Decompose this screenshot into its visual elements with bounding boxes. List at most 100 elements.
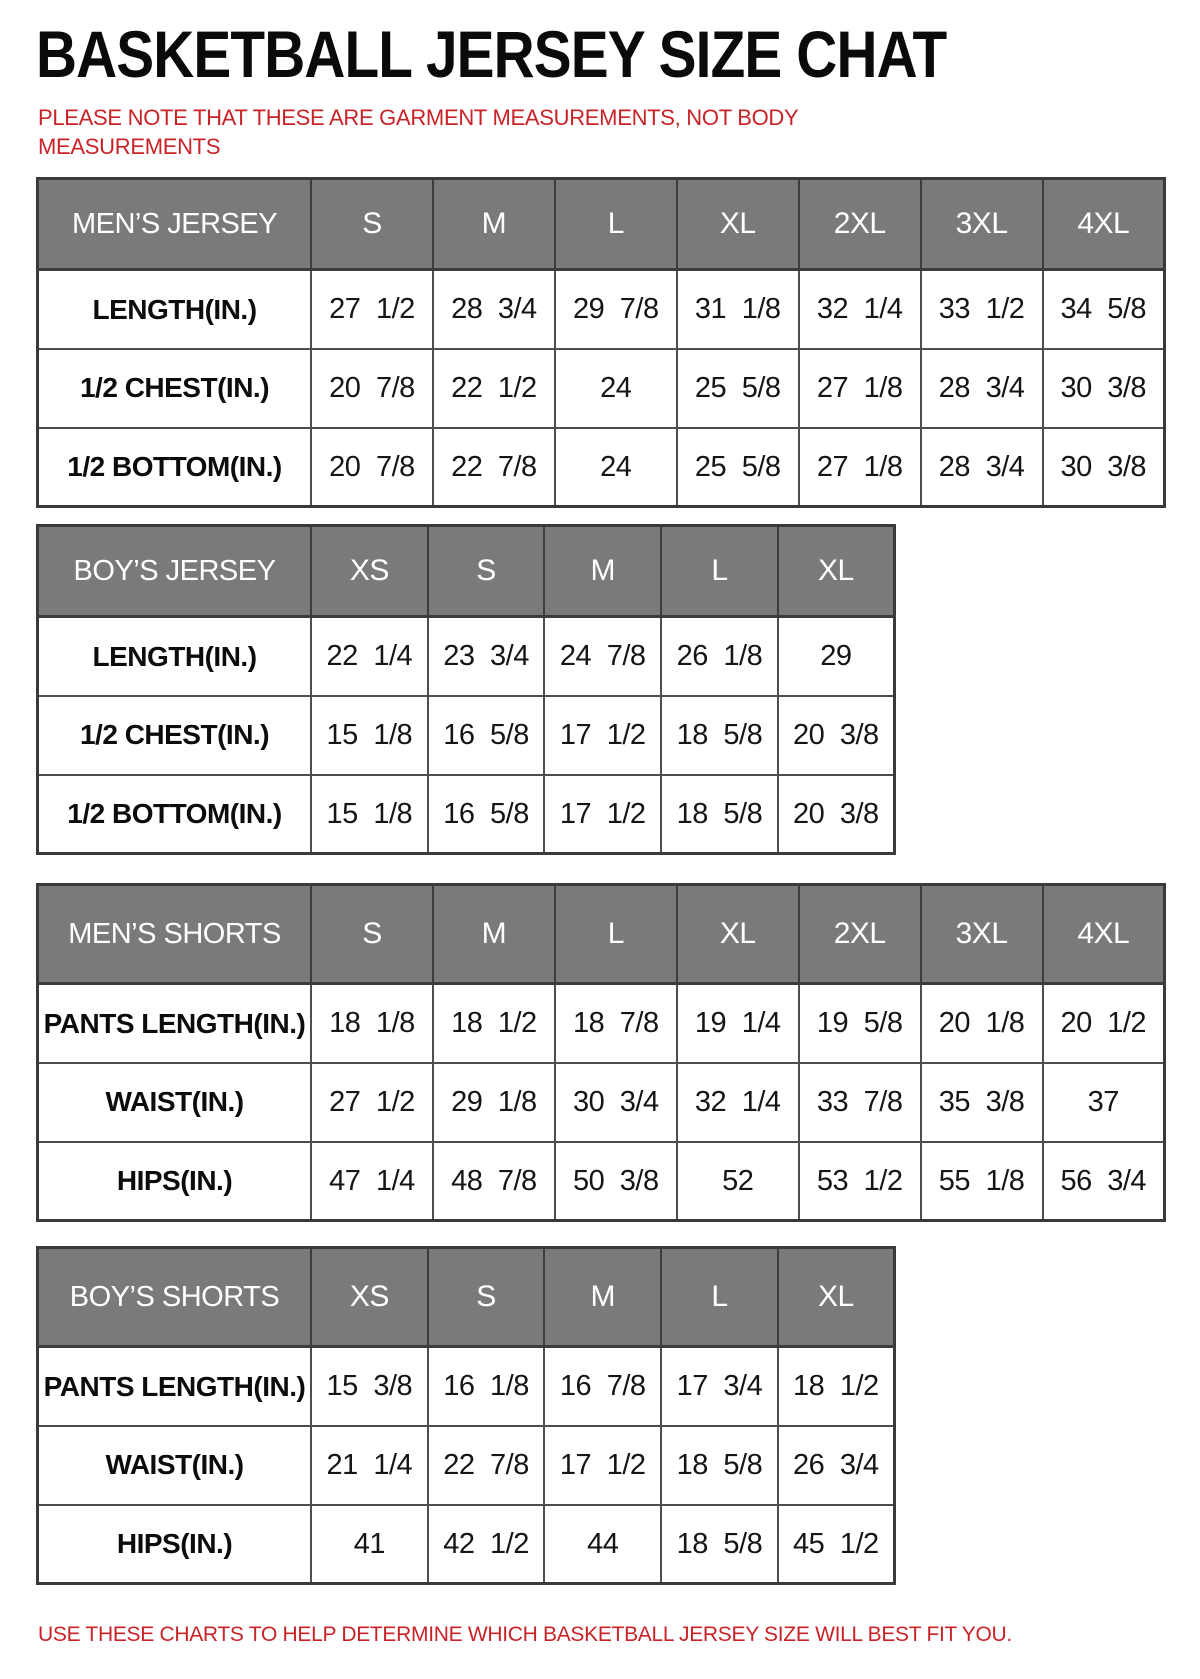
table-title-cell: MEN’S SHORTS: [36, 883, 312, 986]
value-cell: 15 1/8: [310, 773, 429, 855]
value-cell: 27 1/8: [797, 347, 922, 429]
size-header-cell: XL: [675, 883, 800, 986]
header-row: MEN’S SHORTS S M L XL 2XL 3XL 4XL: [36, 883, 1166, 986]
header-row: BOY’S SHORTS XS S M L XL: [36, 1246, 896, 1349]
value-cell: 28 3/4: [919, 426, 1044, 508]
value-cell: 16 1/8: [426, 1345, 546, 1427]
row-label-cell: LENGTH(IN.): [36, 615, 312, 697]
size-header-cell: L: [660, 1246, 779, 1349]
value-cell: 26 3/4: [776, 1424, 896, 1506]
value-cell: 24: [553, 426, 678, 508]
value-cell: 30 3/8: [1041, 426, 1166, 508]
value-cell: 42 1/2: [426, 1503, 546, 1585]
size-header-cell: L: [660, 524, 779, 619]
value-cell: 20 1/8: [919, 982, 1044, 1064]
value-cell: 32 1/4: [797, 268, 922, 350]
value-cell: 27 1/2: [310, 1061, 434, 1143]
table-row: HIPS(IN.) 41 42 1/2 44 18 5/8 45 1/2: [36, 1503, 896, 1585]
size-header-cell: S: [426, 524, 546, 619]
footer-note: USE THESE CHARTS TO HELP DETERMINE WHICH…: [38, 1623, 1012, 1647]
value-cell: 18 1/2: [431, 982, 556, 1064]
value-cell: 18 7/8: [553, 982, 678, 1064]
size-header-cell: XS: [310, 524, 429, 619]
value-cell: 20 1/2: [1041, 982, 1166, 1064]
boys-shorts-table: BOY’S SHORTS XS S M L XL PANTS LENGTH(IN.) 15 3…: [36, 1246, 896, 1586]
value-cell: 19 1/4: [675, 982, 800, 1064]
value-cell: 16 7/8: [543, 1345, 663, 1427]
value-cell: 18 1/8: [310, 982, 434, 1064]
value-cell: 23 3/4: [426, 615, 546, 697]
size-header-cell: L: [553, 177, 678, 272]
value-cell: 25 5/8: [675, 347, 800, 429]
value-cell: 22 1/2: [431, 347, 556, 429]
value-cell: 17 1/2: [543, 694, 663, 776]
value-cell: 20 7/8: [310, 347, 434, 429]
table-title-cell: MEN’S JERSEY: [36, 177, 312, 272]
size-header-cell: XL: [675, 177, 800, 272]
value-cell: 18 5/8: [660, 1503, 779, 1585]
size-header-cell: 2XL: [797, 177, 922, 272]
value-cell: 53 1/2: [797, 1140, 922, 1222]
value-cell: 20 7/8: [310, 426, 434, 508]
mens-shorts-table: MEN’S SHORTS S M L XL 2XL 3XL 4XL PANTS LENGTH(I…: [36, 883, 1166, 1223]
value-cell: 41: [310, 1503, 429, 1585]
value-cell: 16 5/8: [426, 773, 546, 855]
value-cell: 44: [543, 1503, 663, 1585]
value-cell: 30 3/4: [553, 1061, 678, 1143]
value-cell: 20 3/8: [776, 694, 896, 776]
value-cell: 18 5/8: [660, 1424, 779, 1506]
table-row: WAIST(IN.) 27 1/2 29 1/8 30 3/4 32 1/4 33 7/8…: [36, 1061, 1166, 1143]
size-header-cell: S: [426, 1246, 546, 1349]
row-label-cell: 1/2 BOTTOM(IN.): [36, 426, 312, 508]
value-cell: 25 5/8: [675, 426, 800, 508]
table-row: 1/2 BOTTOM(IN.) 15 1/8 16 5/8 17 1/2 18 5/8 2…: [36, 773, 896, 855]
size-header-cell: 4XL: [1041, 177, 1166, 272]
size-header-cell: 3XL: [919, 177, 1044, 272]
value-cell: 18 5/8: [660, 773, 779, 855]
row-label-cell: WAIST(IN.): [36, 1061, 312, 1143]
row-label-cell: HIPS(IN.): [36, 1140, 312, 1222]
table-row: HIPS(IN.) 47 1/4 48 7/8 50 3/8 52 53 1/2 55 1/…: [36, 1140, 1166, 1222]
header-row: BOY’S JERSEY XS S M L XL: [36, 524, 896, 619]
row-label-cell: 1/2 CHEST(IN.): [36, 347, 312, 429]
value-cell: 18 1/2: [776, 1345, 896, 1427]
table-row: 1/2 CHEST(IN.) 15 1/8 16 5/8 17 1/2 18 5/8 20…: [36, 694, 896, 776]
table-title-cell: BOY’S JERSEY: [36, 524, 312, 619]
size-header-cell: 2XL: [797, 883, 922, 986]
value-cell: 55 1/8: [919, 1140, 1044, 1222]
value-cell: 33 7/8: [797, 1061, 922, 1143]
row-label-cell: PANTS LENGTH(IN.): [36, 1345, 312, 1427]
size-header-cell: 4XL: [1041, 883, 1166, 986]
value-cell: 52: [675, 1140, 800, 1222]
value-cell: 21 1/4: [310, 1424, 429, 1506]
value-cell: 24 7/8: [543, 615, 663, 697]
value-cell: 35 3/8: [919, 1061, 1044, 1143]
size-header-cell: M: [431, 883, 556, 986]
row-label-cell: WAIST(IN.): [36, 1424, 312, 1506]
value-cell: 56 3/4: [1041, 1140, 1166, 1222]
value-cell: 30 3/8: [1041, 347, 1166, 429]
value-cell: 24: [553, 347, 678, 429]
size-header-cell: XL: [776, 524, 896, 619]
size-header-cell: M: [543, 524, 663, 619]
value-cell: 29: [776, 615, 896, 697]
table-row: 1/2 BOTTOM(IN.) 20 7/8 22 7/8 24 25 5/8 27 1/…: [36, 426, 1166, 508]
value-cell: 17 1/2: [543, 773, 663, 855]
row-label-cell: 1/2 BOTTOM(IN.): [36, 773, 312, 855]
value-cell: 29 7/8: [553, 268, 678, 350]
value-cell: 34 5/8: [1041, 268, 1166, 350]
row-label-cell: PANTS LENGTH(IN.): [36, 982, 312, 1064]
value-cell: 32 1/4: [675, 1061, 800, 1143]
table-row: PANTS LENGTH(IN.) 15 3/8 16 1/8 16 7/8 17 3/…: [36, 1345, 896, 1427]
value-cell: 19 5/8: [797, 982, 922, 1064]
table-row: PANTS LENGTH(IN.) 18 1/8 18 1/2 18 7/8 19 1/…: [36, 982, 1166, 1064]
table-row: LENGTH(IN.) 27 1/2 28 3/4 29 7/8 31 1/8 32 1/…: [36, 268, 1166, 350]
size-header-cell: M: [431, 177, 556, 272]
value-cell: 37: [1041, 1061, 1166, 1143]
value-cell: 20 3/8: [776, 773, 896, 855]
row-label-cell: HIPS(IN.): [36, 1503, 312, 1585]
table-row: LENGTH(IN.) 22 1/4 23 3/4 24 7/8 26 1/8 29: [36, 615, 896, 697]
size-header-cell: S: [310, 883, 434, 986]
boys-jersey-table: BOY’S JERSEY XS S M L XL LENGTH(IN.) 22 1/4 23 3…: [36, 524, 896, 856]
value-cell: 33 1/2: [919, 268, 1044, 350]
